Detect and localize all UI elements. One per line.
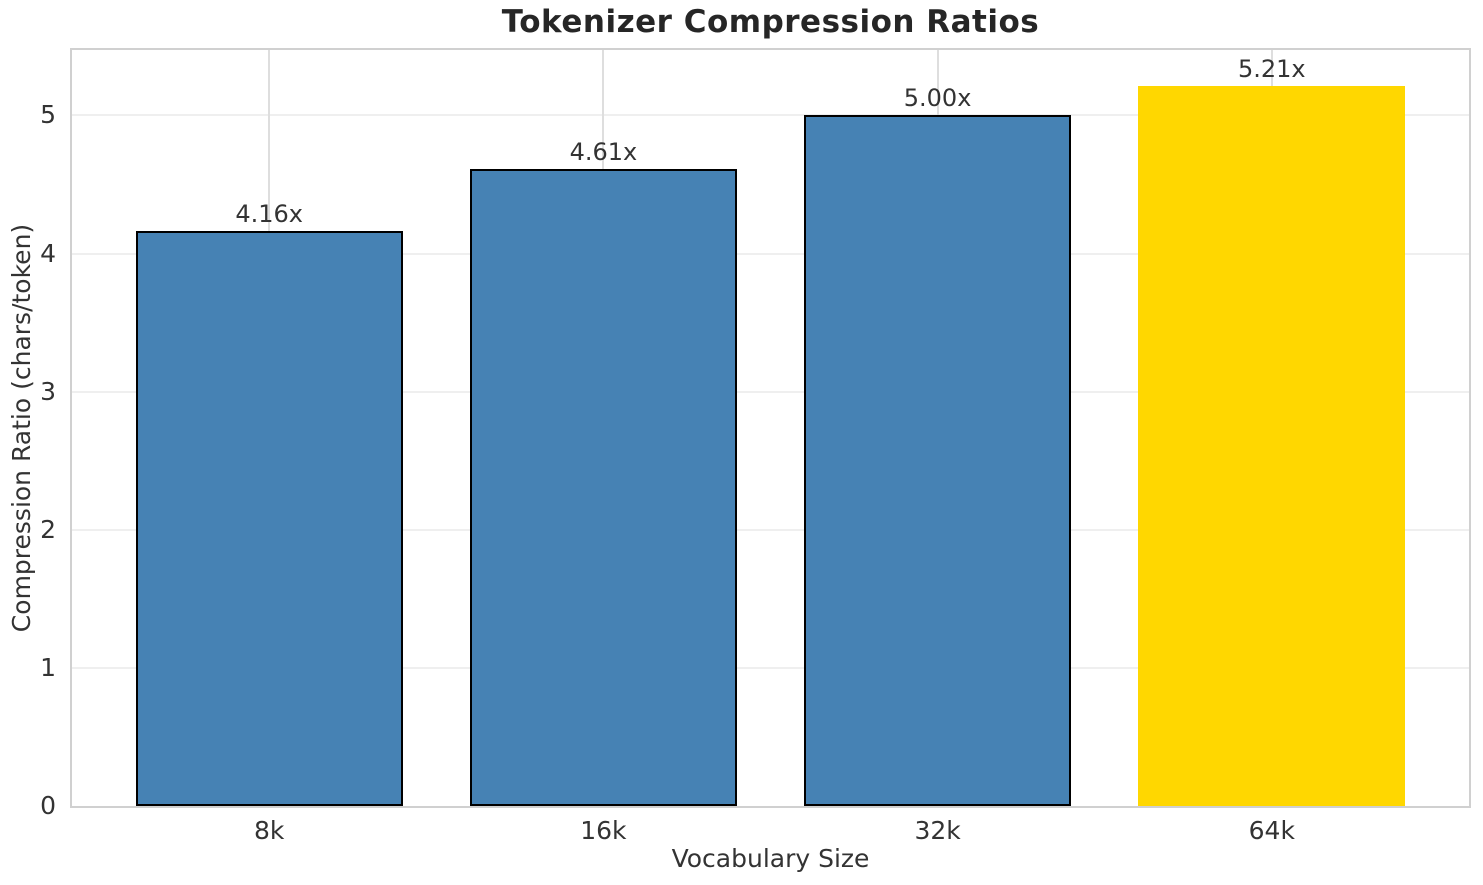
y-tick-label: 4: [40, 238, 56, 268]
x-tick-label: 64k: [1248, 816, 1295, 845]
bar-32k: [803, 115, 1072, 806]
horizontal-gridline: [72, 114, 1469, 117]
x-tick-label: 32k: [914, 816, 961, 845]
y-tick-label: 1: [40, 652, 56, 682]
bar-value-label: 5.00x: [903, 84, 972, 113]
bar-16k: [469, 169, 738, 806]
horizontal-gridline: [72, 528, 1469, 531]
y-tick-label: 0: [40, 791, 56, 820]
plot-area: 4.16x 4.61x 5.00x 5.21x: [70, 48, 1471, 808]
chart-title: Tokenizer Compression Ratios: [501, 4, 1040, 40]
y-tick-label: 2: [40, 514, 56, 544]
y-axis-label: Compression Ratio (chars/token): [7, 223, 36, 633]
horizontal-gridline: [72, 666, 1469, 669]
x-axis-label: Vocabulary Size: [671, 844, 870, 873]
bar-8k: [135, 231, 403, 806]
bar-value-label: 5.21x: [1237, 55, 1306, 84]
y-tick-label: 5: [40, 100, 56, 130]
x-tick-label: 8k: [253, 816, 285, 845]
bar-value-label: 4.16x: [235, 200, 303, 229]
x-tick-label: 16k: [580, 816, 627, 845]
horizontal-gridline: [72, 390, 1469, 393]
horizontal-gridline: [72, 252, 1469, 255]
bar-value-label: 4.61x: [569, 138, 638, 167]
bar-64k: [1138, 86, 1406, 806]
y-tick-label: 3: [40, 376, 56, 406]
